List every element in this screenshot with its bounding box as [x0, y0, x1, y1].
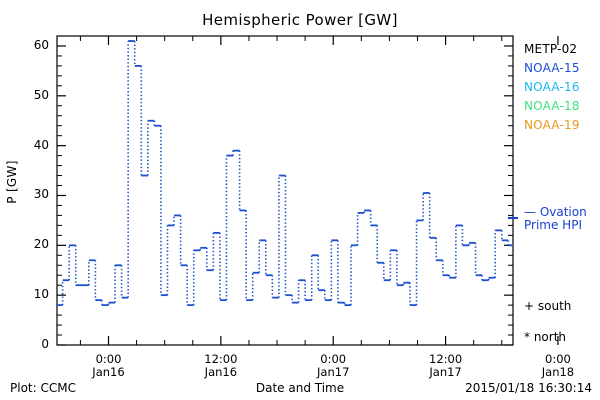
y-tick-label: 30: [33, 187, 49, 202]
plot-frame: [56, 35, 514, 346]
legend-item-noaa-15[interactable]: NOAA-15: [524, 61, 580, 75]
legend-item-noaa-19[interactable]: NOAA-19: [524, 118, 580, 132]
marker-legend-north: * north: [524, 330, 567, 344]
legend-item-noaa-18[interactable]: NOAA-18: [524, 99, 580, 113]
x-axis-label: Date and Time: [255, 381, 345, 395]
legend-item-noaa-16[interactable]: NOAA-16: [524, 80, 580, 94]
x-tick-date: Jan16: [92, 364, 125, 379]
footer-timestamp: 2015/01/18 16:30:14: [465, 381, 592, 395]
y-tick-label: 20: [33, 237, 49, 252]
x-tick-date: Jan17: [429, 364, 462, 379]
marker-legend-south: + south: [524, 299, 572, 313]
legend-item-metp-02[interactable]: METP-02: [524, 42, 578, 56]
x-tick-label: 12:00 Jan17: [411, 353, 481, 378]
y-tick-label: 40: [33, 137, 49, 152]
y-tick-label: 60: [33, 37, 49, 52]
ovation-legend-line1: — Ovation: [524, 205, 587, 219]
y-tick-label: 50: [33, 87, 49, 102]
x-tick-time: 12:00: [204, 352, 238, 366]
ovation-legend-label: — Ovation Prime HPI: [524, 206, 587, 232]
x-tick-label: 0:00 Jan17: [298, 353, 368, 378]
x-tick-label: 0:00 Jan16: [73, 353, 143, 378]
x-tick-date: Jan17: [317, 364, 350, 379]
series-noaa-15: [57, 40, 513, 307]
y-tick-label: 10: [33, 287, 49, 302]
ovation-legend-dash: [508, 217, 518, 219]
x-tick-time: 0:00: [320, 352, 347, 366]
x-tick-time: 12:00: [429, 352, 463, 366]
x-tick-label: 12:00 Jan16: [186, 353, 256, 378]
footer-plot-credit: Plot: CCMC: [10, 381, 76, 395]
x-tick-date: Jan18: [541, 364, 575, 379]
chart-title: Hemispheric Power [GW]: [202, 11, 398, 29]
ovation-legend-line2: Prime HPI: [524, 218, 582, 232]
x-tick-time: 0:00: [545, 352, 571, 366]
x-tick-label: 0:00 Jan18: [523, 353, 593, 378]
x-tick-date: Jan16: [204, 364, 238, 379]
y-tick-label: 0: [41, 337, 49, 351]
x-tick-time: 0:00: [95, 352, 122, 366]
